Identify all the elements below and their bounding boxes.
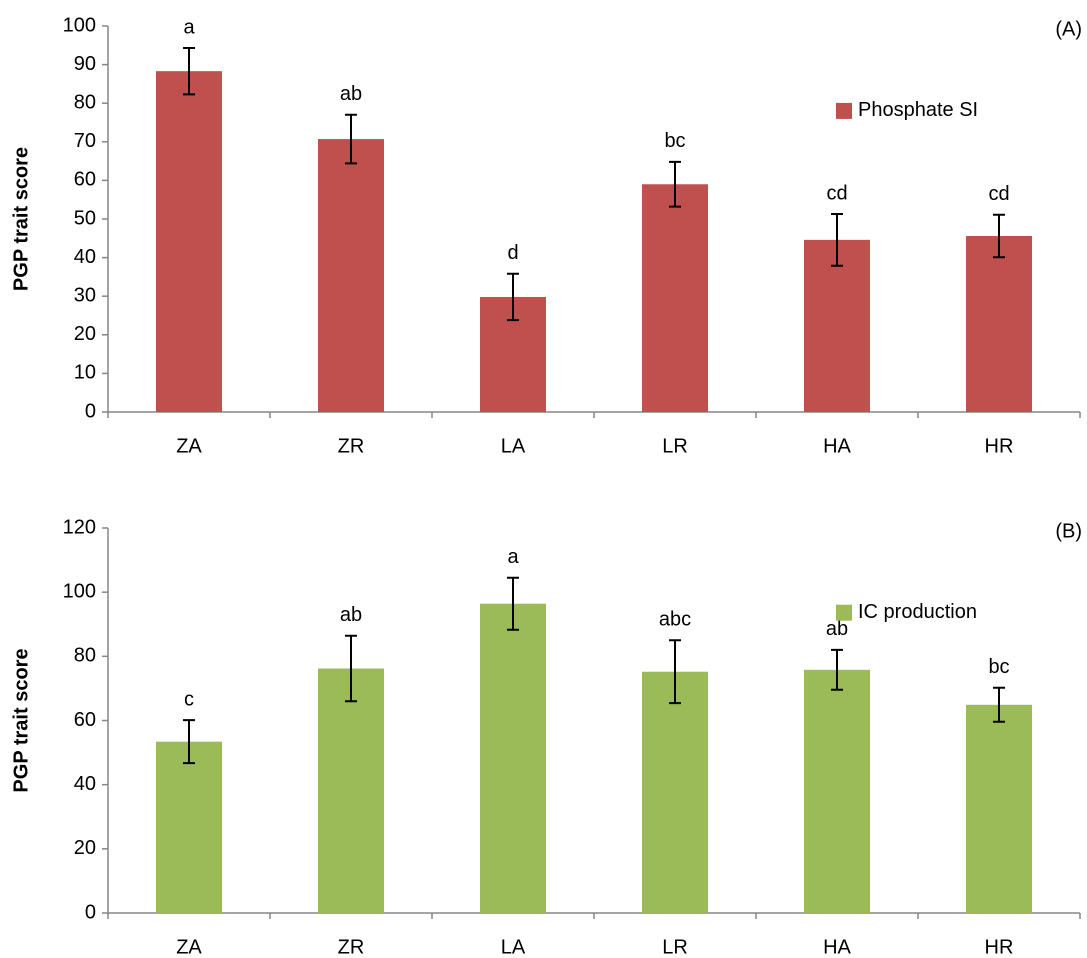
y-tick-label: 40	[74, 246, 96, 268]
x-tick-label: LR	[662, 435, 688, 457]
significance-letter: ab	[826, 618, 848, 640]
x-tick-label: LR	[662, 936, 688, 958]
bar	[318, 668, 384, 913]
y-tick-label: 0	[85, 901, 96, 923]
y-tick-label: 100	[63, 14, 96, 36]
significance-letter: cd	[826, 182, 847, 204]
y-tick-label: 90	[74, 53, 96, 75]
x-tick-label: HA	[823, 435, 851, 457]
bar	[642, 184, 708, 412]
significance-letter: ab	[340, 83, 362, 105]
bar	[156, 71, 222, 413]
y-tick-label: 60	[74, 709, 96, 731]
error-bar	[993, 213, 1005, 259]
bar	[480, 603, 546, 913]
significance-letter: cd	[988, 183, 1009, 205]
error-bar	[507, 576, 519, 631]
x-tick-label: HR	[985, 936, 1014, 958]
x-tick-label: ZA	[176, 936, 202, 958]
error-bar	[183, 47, 195, 96]
x-tick-label: LA	[501, 435, 526, 457]
y-tick-label: 10	[74, 362, 96, 384]
y-tick-label: 20	[74, 837, 96, 859]
error-bar	[345, 113, 357, 165]
panel-label: (B)	[1055, 520, 1082, 542]
y-tick-label: 70	[74, 130, 96, 152]
significance-letter: abc	[659, 609, 691, 631]
bar	[156, 741, 222, 913]
error-bar	[345, 634, 357, 703]
bar	[318, 139, 384, 412]
error-bar	[669, 639, 681, 705]
y-tick-label: 30	[74, 284, 96, 306]
panel-label: (A)	[1055, 18, 1082, 40]
x-tick-label: LA	[501, 936, 526, 958]
error-bar	[507, 272, 519, 322]
bar	[966, 704, 1032, 913]
y-tick-label: 100	[63, 580, 96, 602]
y-tick-label: 0	[85, 400, 96, 422]
significance-letter: bc	[664, 130, 685, 152]
error-bar	[669, 160, 681, 208]
error-bar	[831, 212, 843, 267]
x-tick-label: ZR	[338, 936, 365, 958]
x-tick-label: HA	[823, 936, 851, 958]
error-bar	[183, 719, 195, 765]
significance-letter: bc	[988, 656, 1009, 678]
y-tick-label: 60	[74, 169, 96, 191]
significance-letter: d	[507, 242, 518, 264]
significance-letter: c	[184, 688, 194, 710]
y-tick-label: 80	[74, 91, 96, 113]
y-axis-label: PGP trait score	[10, 147, 32, 291]
error-bar	[993, 686, 1005, 723]
bar	[966, 235, 1032, 412]
legend-swatch	[836, 102, 852, 119]
x-tick-label: ZR	[338, 435, 365, 457]
significance-letter: a	[507, 546, 519, 568]
y-tick-label: 50	[74, 207, 96, 229]
y-axis-label: PGP trait score	[10, 648, 32, 792]
y-tick-label: 40	[74, 773, 96, 795]
significance-letter: ab	[340, 604, 362, 626]
bar	[804, 669, 870, 913]
legend-label: IC production	[858, 601, 977, 623]
error-bar	[831, 648, 843, 691]
x-tick-label: HR	[985, 435, 1014, 457]
significance-letter: a	[183, 16, 195, 38]
bar	[804, 239, 870, 412]
y-tick-label: 120	[63, 516, 96, 538]
legend-label: Phosphate SI	[858, 99, 978, 121]
legend-swatch	[836, 604, 852, 621]
y-tick-label: 20	[74, 323, 96, 345]
y-tick-label: 80	[74, 645, 96, 667]
x-tick-label: ZA	[176, 435, 202, 457]
bar	[642, 671, 708, 913]
